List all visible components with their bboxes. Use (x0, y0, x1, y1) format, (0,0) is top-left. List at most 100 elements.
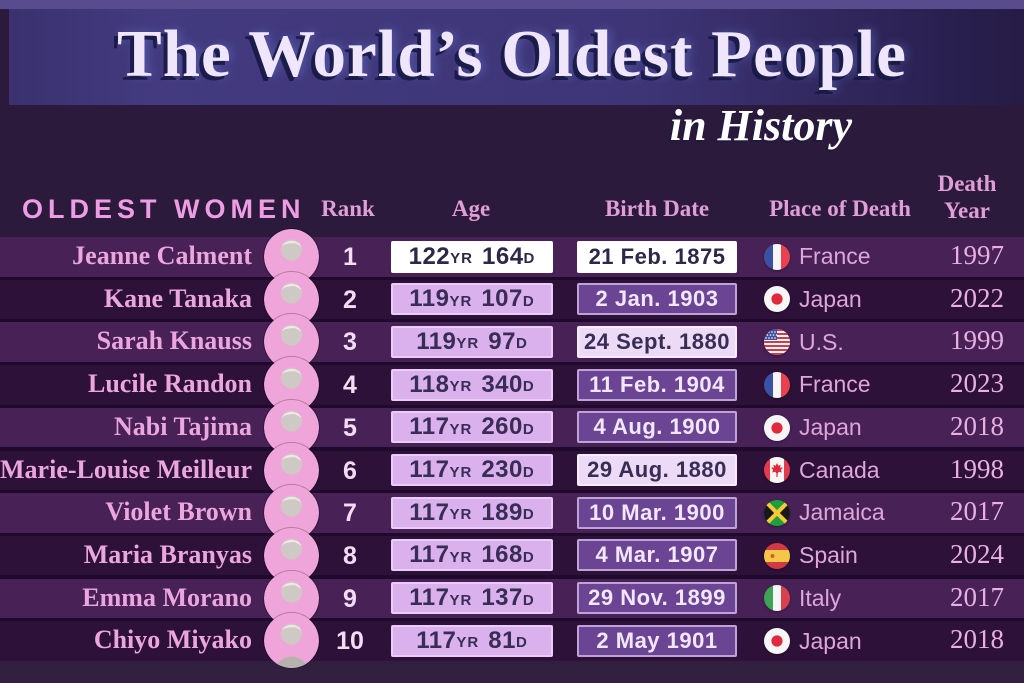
birth-date-pill: 24 Sept. 1880 (577, 325, 737, 358)
age-days: 340 (481, 370, 523, 398)
age-pill: 117 YR 137 D (391, 582, 553, 615)
death-year: 2018 (950, 624, 1004, 655)
rank-value: 4 (343, 371, 357, 400)
age-days: 230 (481, 456, 523, 483)
age-years-unit: YR (449, 292, 473, 310)
death-year: 2023 (950, 368, 1004, 399)
age-years: 119 (409, 285, 450, 313)
age-years-unit: YR (449, 378, 473, 396)
age-days-unit: D (522, 378, 535, 396)
death-year: 2017 (950, 581, 1004, 612)
birth-date-pill: 2 Jan. 1903 (577, 283, 737, 316)
rank-value: 9 (343, 584, 357, 613)
rank-value: 6 (343, 456, 357, 485)
age-years-unit: YR (449, 548, 473, 566)
table-row: Emma Morano 9 117 YR 137 D 29 Nov. 1899 Ita… (0, 570, 1024, 626)
title-band (9, 9, 1024, 105)
age-days-unit: D (522, 420, 535, 438)
column-header-age: Age (451, 196, 491, 221)
death-year: 1997 (950, 240, 1004, 270)
person-name: Kane Tanaka (103, 283, 252, 313)
table-row: Violet Brown 7 117 YR 189 D 10 Mar. 1900 Ja… (0, 485, 1024, 541)
place-of-death: U.S. (764, 322, 844, 362)
age-years-unit: YR (449, 506, 473, 524)
place-label: France (799, 371, 871, 398)
age-days: 189 (481, 498, 523, 526)
age-pill: 118 YR 340 D (391, 368, 553, 401)
age-days: 164 (482, 242, 524, 270)
flag-france-icon (764, 243, 790, 270)
person-name: Marie-Louise Meilleur (0, 454, 252, 484)
place-of-death: Japan (764, 408, 862, 448)
age-days: 81 (488, 626, 516, 654)
place-label: Japan (799, 285, 862, 312)
place-label: Japan (799, 627, 862, 654)
place-of-death: Spain (764, 536, 858, 576)
table-row: Nabi Tajima 5 117 YR 260 D 4 Aug. 1900 Japa… (0, 399, 1024, 455)
table-row: Maria Branyas 8 117 YR 168 D 4 Mar. 1907 Sp… (0, 527, 1024, 583)
age-days-unit: D (522, 463, 535, 481)
age-years: 117 (409, 456, 450, 483)
place-label: Italy (799, 584, 842, 611)
age-years: 122 (408, 242, 451, 270)
birth-date-pill: 4 Aug. 1900 (577, 411, 737, 444)
column-header-place-of-death: Place of Death (769, 196, 911, 221)
person-name: Nabi Tajima (114, 411, 252, 441)
birth-date-pill: 11 Feb. 1904 (577, 368, 737, 401)
age-days-unit: D (522, 548, 535, 566)
death-year: 2022 (950, 282, 1004, 313)
rank-value: 3 (343, 328, 357, 357)
column-header-death-year: Death Year (937, 171, 997, 223)
table-row: Jeanne Calment 1 122 YR 164 D 21 Feb. 1875 … (0, 229, 1024, 284)
person-name: Jeanne Calment (72, 241, 252, 270)
top-strip (0, 0, 1024, 9)
table-row: Sarah Knauss 3 119 YR 97 D 24 Sept. 1880 U.… (0, 314, 1024, 370)
page-title: The World’s Oldest People (117, 17, 907, 91)
flag-japan-icon (764, 286, 790, 313)
flag-canada-icon (764, 457, 790, 484)
flag-jamaica-icon (764, 499, 790, 526)
age-years: 118 (409, 370, 450, 398)
place-label: Jamaica (799, 499, 885, 526)
portrait-chiyo-miyako (264, 613, 319, 669)
table-row: Chiyo Miyako 10 117 YR 81 D 2 May 1901 Japa… (0, 613, 1024, 669)
rank-value: 5 (343, 413, 357, 442)
age-years-unit: YR (449, 420, 473, 438)
column-header-birth-date: Birth Date (604, 196, 710, 221)
age-pill: 117 YR 81 D (391, 624, 553, 657)
age-years: 117 (409, 541, 450, 569)
age-years-unit: YR (449, 591, 473, 609)
place-label: Spain (799, 542, 858, 569)
place-of-death: Italy (764, 579, 841, 619)
place-label: Canada (799, 456, 880, 483)
flag-japan-icon (764, 628, 790, 655)
age-days-unit: D (515, 335, 528, 353)
age-pill: 117 YR 168 D (391, 539, 553, 572)
age-years: 117 (409, 498, 450, 526)
birth-date-pill: 2 May 1901 (577, 624, 737, 657)
birth-date-pill: 29 Nov. 1899 (577, 582, 737, 615)
age-years: 117 (409, 584, 450, 612)
place-of-death: Canada (764, 451, 880, 491)
age-years-unit: YR (456, 335, 480, 353)
age-days-unit: D (522, 506, 535, 524)
age-pill: 117 YR 189 D (391, 496, 553, 529)
place-of-death: Japan (764, 280, 862, 320)
age-pill: 117 YR 230 D (391, 454, 553, 486)
rank-value: 7 (343, 499, 357, 528)
table-row: Lucile Randon 4 118 YR 340 D 11 Feb. 1904 F… (0, 357, 1024, 413)
place-of-death: Jamaica (764, 493, 885, 533)
rank-value: 8 (343, 541, 357, 570)
age-pill: 119 YR 107 D (391, 283, 553, 316)
age-pill: 117 YR 260 D (391, 411, 553, 444)
place-label: Japan (799, 414, 862, 441)
age-years-unit: YR (449, 463, 473, 481)
age-days-unit: D (515, 634, 528, 652)
death-year: 1998 (950, 453, 1004, 484)
column-header-rank: Rank (321, 196, 375, 221)
place-of-death: France (764, 365, 871, 405)
page-subtitle: in History (669, 101, 852, 150)
age-days: 260 (481, 413, 523, 441)
flag-france-icon (764, 371, 790, 398)
